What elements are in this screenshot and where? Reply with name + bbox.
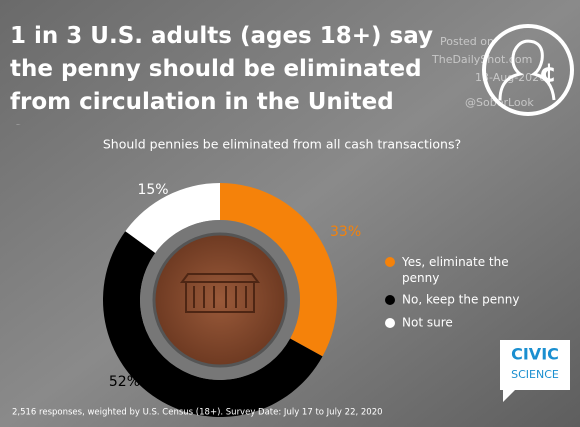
title-box: 1 in 3 U.S. adults (ages 18+) say the pe… (10, 23, 434, 125)
donut-slice (103, 231, 323, 417)
value-label: 33% (330, 224, 361, 240)
legend-swatch (385, 257, 395, 267)
value-label: 15% (137, 182, 168, 198)
donut-slice (220, 183, 337, 357)
watermark-line: Posted on (440, 35, 494, 48)
chart-title: 1 in 3 U.S. adults (ages 18+) say the pe… (10, 23, 434, 125)
legend-swatch (385, 295, 395, 305)
value-label: 52% (109, 374, 140, 390)
legend: Yes, eliminate the penny No, keep the penn… (385, 255, 520, 330)
penny-icon: ¢ (482, 24, 574, 116)
logo: CIVIC SCIENCE (500, 340, 570, 402)
legend-label: Not sure (402, 316, 453, 330)
logo-text: CIVIC (511, 345, 559, 364)
logo-text: SCIENCE (511, 368, 559, 381)
donut-slice (125, 183, 220, 253)
footnote: 2,516 responses, weighted by U.S. Census… (12, 408, 383, 418)
svg-text:¢: ¢ (539, 59, 557, 89)
legend-swatch (385, 318, 395, 328)
donut: 33% 52% 15% (103, 182, 361, 417)
penny-center (140, 220, 300, 380)
chart-subtitle: Should pennies be eliminated from all ca… (103, 137, 461, 152)
legend-label: No, keep the penny (402, 293, 520, 307)
legend-label: Yes, eliminate the penny (401, 255, 509, 285)
watermark-line: TheDailyShot.com (431, 53, 532, 66)
leader-line (149, 377, 171, 396)
